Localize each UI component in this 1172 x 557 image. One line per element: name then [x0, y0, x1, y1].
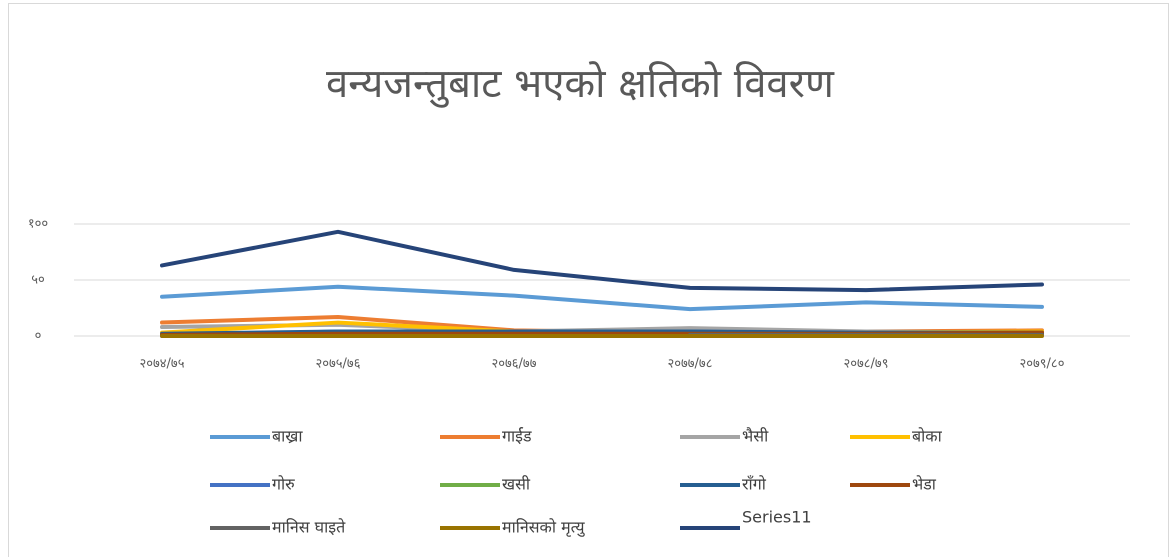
legend-label: गोरु — [272, 475, 295, 494]
legend-label: भेडा — [912, 475, 937, 494]
y-tick-label: ० — [35, 329, 42, 344]
legend-label: गार्ईड — [502, 427, 532, 446]
x-tick-label: २०७६/७७ — [492, 357, 537, 372]
y-tick-label: १०० — [28, 217, 48, 232]
legend-label: बाख्रा — [272, 427, 303, 446]
legend-label: राँगो — [742, 475, 767, 494]
legend-label: मानिस घाइते — [272, 518, 346, 537]
x-tick-label: २०७७/७८ — [668, 357, 713, 372]
legend-label: खसी — [502, 475, 531, 494]
x-tick-label: २०७५/७६ — [316, 357, 361, 372]
legend-label: भैसी — [742, 427, 769, 446]
x-tick-label: २०७४/७५ — [140, 357, 185, 372]
series-line — [160, 284, 1044, 312]
series-line — [160, 229, 1044, 293]
legend-label: मानिसको मृत्यु — [502, 518, 586, 538]
y-tick-label: ५० — [31, 273, 45, 288]
legend-label: बोका — [912, 427, 943, 446]
legend-label: Series11 — [742, 508, 812, 527]
x-tick-label: २०७८/७९ — [844, 357, 889, 372]
chart-title: वन्यजन्तुबाट भएको क्षतिको विवरण — [326, 61, 835, 108]
x-tick-label: २०७९/८० — [1020, 357, 1065, 372]
